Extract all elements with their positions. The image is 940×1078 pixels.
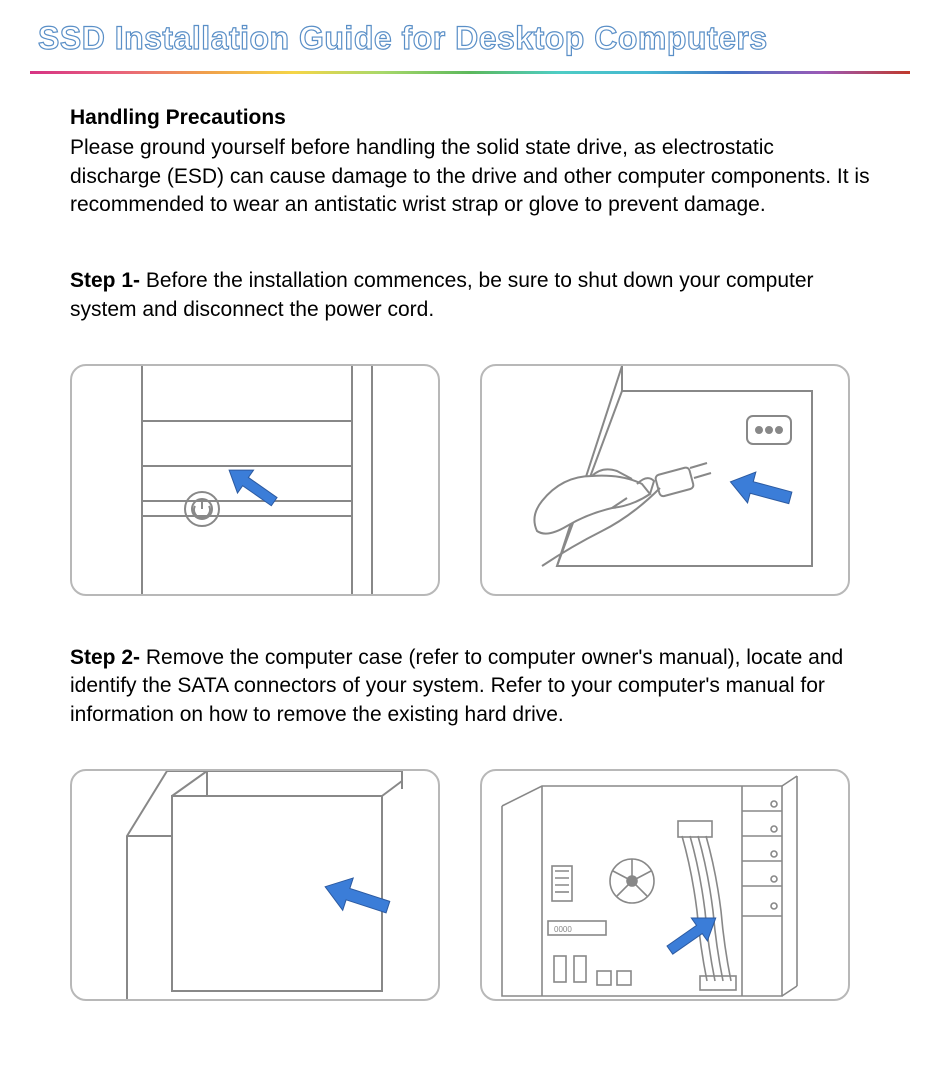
svg-text:0000: 0000 xyxy=(554,925,572,934)
figure-power-button xyxy=(70,364,440,596)
step-2-text: Step 2- Remove the computer case (refer … xyxy=(70,644,870,729)
step-1-figures xyxy=(70,364,870,596)
step-1-label: Step 1- xyxy=(70,269,140,292)
step-1-text: Step 1- Before the installation commence… xyxy=(70,267,870,324)
step-2-label: Step 2- xyxy=(70,646,140,669)
step-2-figures: 0000 xyxy=(70,769,870,1001)
rainbow-divider xyxy=(30,71,910,74)
figure-sata-connectors: 0000 xyxy=(480,769,850,1001)
step-2-body: Remove the computer case (refer to compu… xyxy=(70,646,843,726)
figure-unplug-cord xyxy=(480,364,850,596)
precautions-heading: Handling Precautions xyxy=(70,104,870,132)
step-1-body: Before the installation commences, be su… xyxy=(70,269,814,320)
figure-remove-case xyxy=(70,769,440,1001)
precautions-body: Please ground yourself before handling t… xyxy=(70,134,870,219)
page-title: SSD Installation Guide for Desktop Compu… xyxy=(30,20,910,57)
content-area: Handling Precautions Please ground yours… xyxy=(30,104,910,1001)
